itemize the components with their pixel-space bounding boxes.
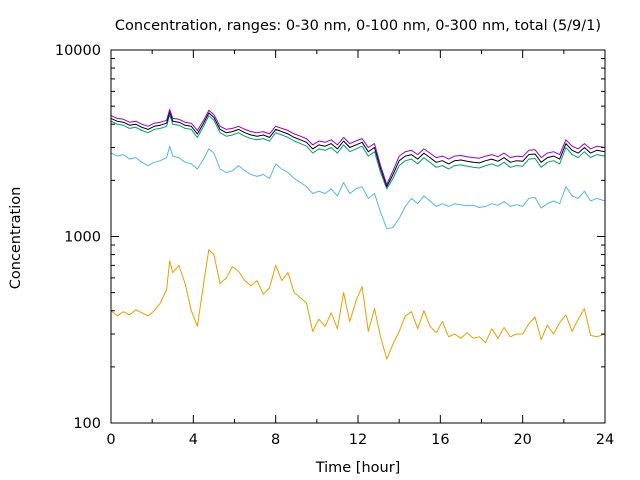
y-tick-label: 1000 (64, 230, 101, 246)
axis-layer: 0 4 8 12 16 20 24 100 1000 10000 (55, 43, 614, 448)
chart-title: Concentration, ranges: 0-30 nm, 0-100 nm… (115, 18, 601, 34)
x-tick-label: 16 (431, 432, 449, 448)
series-line-1 (110, 249, 606, 360)
series-layer (110, 108, 606, 360)
y-tick-label: 10000 (55, 43, 101, 59)
x-tick-label: 12 (349, 432, 367, 448)
x-axis-label: Time [hour] (315, 460, 401, 476)
plot-frame (110, 49, 606, 424)
x-tick-label: 0 (106, 432, 115, 448)
series-line-3 (110, 114, 606, 190)
y-axis-label: Concentration (8, 187, 24, 290)
x-tick-label: 24 (596, 432, 614, 448)
series-line-4 (110, 111, 606, 188)
x-tick-label: 8 (271, 432, 280, 448)
series-line-2 (110, 145, 606, 230)
x-tick-label: 20 (513, 432, 531, 448)
series-line-5 (110, 108, 606, 185)
y-tick-label: 100 (73, 416, 101, 432)
x-tick-label: 4 (189, 432, 198, 448)
